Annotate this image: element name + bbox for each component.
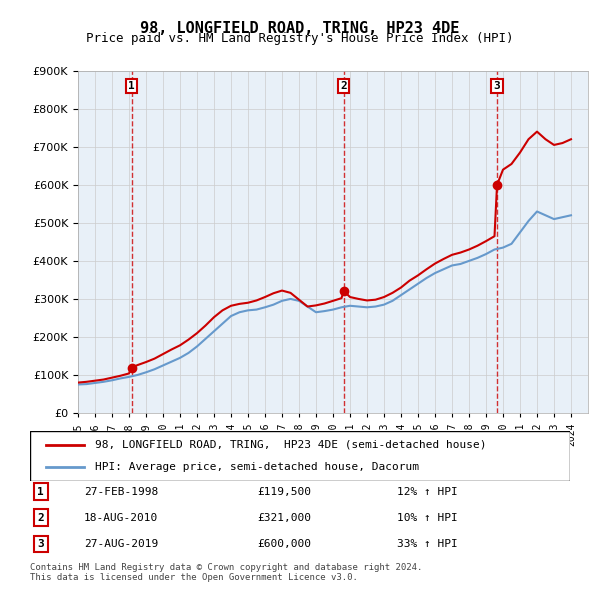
- Text: 12% ↑ HPI: 12% ↑ HPI: [397, 487, 458, 497]
- Text: 1: 1: [37, 487, 44, 497]
- Text: 1: 1: [128, 81, 135, 91]
- Text: 3: 3: [37, 539, 44, 549]
- Text: 33% ↑ HPI: 33% ↑ HPI: [397, 539, 458, 549]
- Text: HPI: Average price, semi-detached house, Dacorum: HPI: Average price, semi-detached house,…: [95, 462, 419, 472]
- Text: Contains HM Land Registry data © Crown copyright and database right 2024.: Contains HM Land Registry data © Crown c…: [30, 563, 422, 572]
- Text: 10% ↑ HPI: 10% ↑ HPI: [397, 513, 458, 523]
- Text: £119,500: £119,500: [257, 487, 311, 497]
- Text: £321,000: £321,000: [257, 513, 311, 523]
- Text: 98, LONGFIELD ROAD, TRING,  HP23 4DE (semi-detached house): 98, LONGFIELD ROAD, TRING, HP23 4DE (sem…: [95, 440, 487, 450]
- Text: 18-AUG-2010: 18-AUG-2010: [84, 513, 158, 523]
- Text: £600,000: £600,000: [257, 539, 311, 549]
- Text: 2: 2: [37, 513, 44, 523]
- Text: 27-AUG-2019: 27-AUG-2019: [84, 539, 158, 549]
- FancyBboxPatch shape: [30, 431, 570, 481]
- Text: 2: 2: [340, 81, 347, 91]
- Text: 3: 3: [494, 81, 500, 91]
- Text: 98, LONGFIELD ROAD, TRING, HP23 4DE: 98, LONGFIELD ROAD, TRING, HP23 4DE: [140, 21, 460, 35]
- Text: 27-FEB-1998: 27-FEB-1998: [84, 487, 158, 497]
- Text: This data is licensed under the Open Government Licence v3.0.: This data is licensed under the Open Gov…: [30, 573, 358, 582]
- Text: Price paid vs. HM Land Registry's House Price Index (HPI): Price paid vs. HM Land Registry's House …: [86, 32, 514, 45]
